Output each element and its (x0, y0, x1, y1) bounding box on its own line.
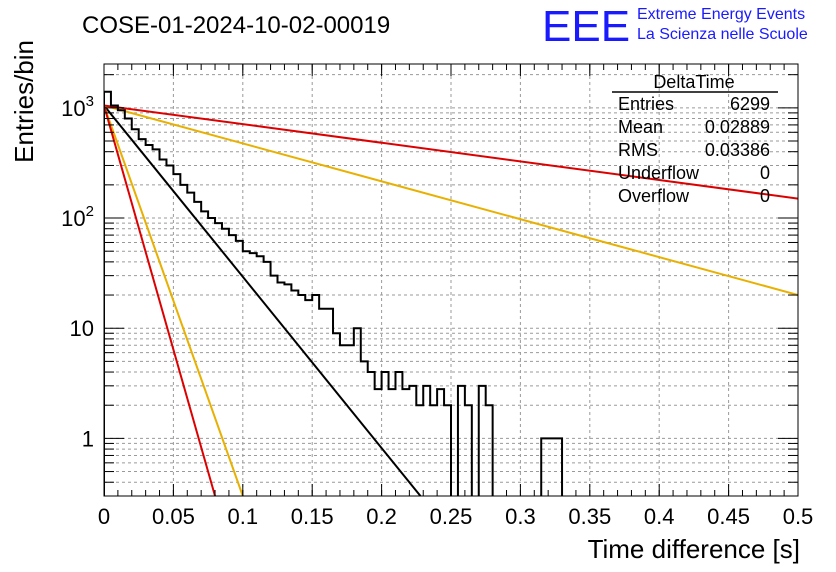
x-tick-label: 0.5 (783, 504, 814, 529)
y-tick-label: 1 (82, 426, 94, 451)
eee-logo: EEE Extreme Energy Events La Scienza nel… (542, 2, 808, 51)
stats-label: RMS (618, 140, 658, 160)
x-tick-label: 0.3 (505, 504, 536, 529)
stats-value: 0 (760, 163, 770, 183)
y-tick-label: 102 (61, 203, 94, 231)
x-tick-label: 0 (98, 504, 110, 529)
x-tick-label: 0.25 (430, 504, 473, 529)
y-tick-label: 103 (61, 93, 94, 121)
reference-line-4 (104, 104, 798, 200)
histogram-line (104, 90, 564, 496)
eee-logo-text: EEE (542, 2, 630, 51)
x-tick-labels: 0 0.05 0.1 0.15 0.2 0.25 0.3 0.35 0.4 0.45 0.5 (98, 504, 813, 529)
logo-line-1: Extreme Energy Events (637, 6, 805, 23)
axis-ticks (103, 64, 799, 497)
y-axis-label: Entries/bin (9, 40, 39, 163)
x-tick-label: 0.1 (228, 504, 259, 529)
reference-line-3 (104, 104, 798, 297)
stats-box: DeltaTime Entries 6299 Mean 0.02889 RMS 0.033… (612, 72, 778, 206)
x-tick-label: 0.15 (291, 504, 334, 529)
reference-line-2 (104, 105, 217, 496)
y-tick-labels: 1 10 102 103 (61, 93, 94, 452)
chart-title: COSE-01-2024-10-02-00019 (82, 12, 390, 39)
stats-value: 0.02889 (705, 117, 770, 137)
stats-title: DeltaTime (653, 72, 734, 92)
x-tick-label: 0.2 (366, 504, 397, 529)
stats-value: 0.03386 (705, 140, 770, 160)
x-axis-label: Time difference [s] (588, 534, 800, 564)
x-tick-label: 0.35 (568, 504, 611, 529)
grid (104, 64, 798, 497)
x-tick-label: 0.45 (707, 504, 750, 529)
stats-value: 6299 (730, 94, 770, 114)
stats-label: Mean (618, 117, 663, 137)
reference-line-0 (104, 104, 422, 496)
stats-label: Entries (618, 94, 674, 114)
stats-value: 0 (760, 186, 770, 206)
logo-line-2: La Scienza nelle Scuole (637, 26, 808, 43)
reference-line-1 (104, 105, 244, 496)
stats-label: Underflow (618, 163, 700, 183)
x-tick-label: 0.05 (152, 504, 195, 529)
x-tick-label: 0.4 (644, 504, 675, 529)
stats-label: Overflow (618, 186, 690, 206)
y-tick-label: 10 (70, 316, 94, 341)
reference-lines (104, 104, 798, 496)
